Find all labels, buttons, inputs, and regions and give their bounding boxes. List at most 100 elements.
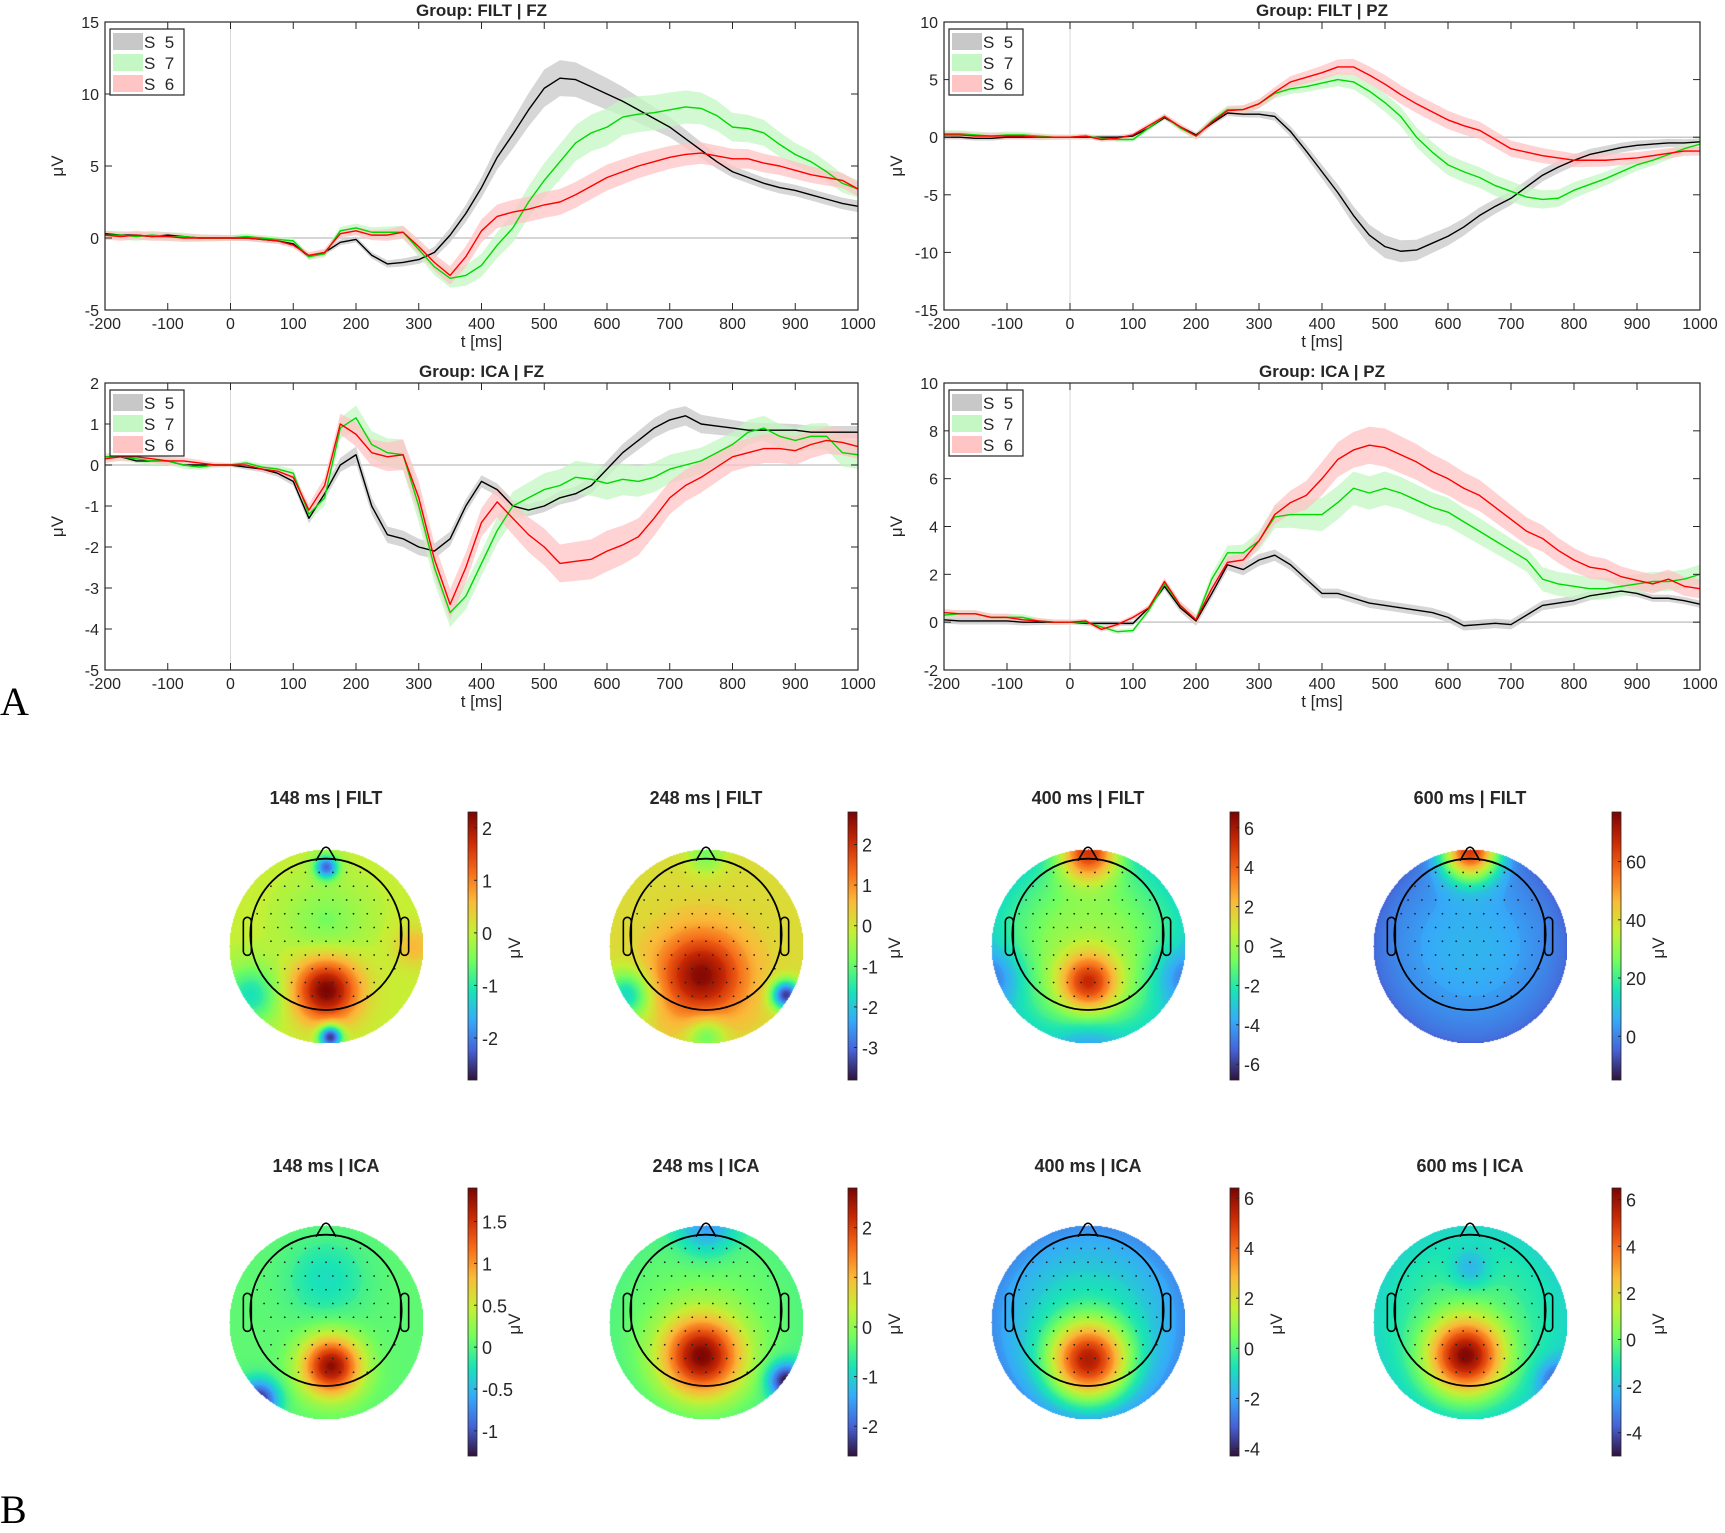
head-outline: [249, 857, 403, 1011]
electrode-dot: [1455, 1288, 1458, 1291]
electrode-dot: [1503, 926, 1506, 929]
y-tick-label: -3: [85, 581, 99, 598]
electrode-dot: [1441, 885, 1444, 888]
electrode-dot: [656, 926, 659, 929]
electrode-dot: [691, 912, 694, 915]
electrode-dot: [283, 1343, 286, 1346]
electrode-dot: [1400, 1288, 1403, 1291]
electrode-dot: [1441, 940, 1444, 943]
electrode-dot: [311, 1261, 314, 1264]
electrode-dot: [1517, 926, 1520, 929]
electrode-dot: [1114, 912, 1117, 915]
electrode-dot: [691, 1343, 694, 1346]
electrode-dot: [311, 1371, 314, 1374]
electrode-dot: [1482, 912, 1485, 915]
electrode-dot: [1503, 1247, 1506, 1250]
electrode-dot: [1100, 940, 1103, 943]
x-tick-label: 100: [280, 676, 307, 693]
electrode-dot: [1045, 967, 1048, 970]
electrode-dot: [1517, 981, 1520, 984]
electrode-dot: [1107, 1357, 1110, 1360]
x-tick-label: 700: [1498, 676, 1525, 693]
electrode-dot: [338, 967, 341, 970]
electrode-dot: [684, 1330, 687, 1332]
electrode-dot: [1517, 1275, 1520, 1277]
colorbar-tick-label: -4: [1626, 1424, 1642, 1444]
electrode-dot: [1073, 940, 1076, 943]
electrode-dot: [1114, 1288, 1117, 1291]
electrode-dot: [711, 981, 714, 984]
electrode-dot: [359, 954, 362, 956]
electrode-dot: [1045, 912, 1048, 915]
electrode-dot: [773, 940, 776, 943]
electrode-dot: [705, 912, 707, 915]
y-tick-label: 5: [929, 73, 938, 90]
electrode-dot: [1080, 1330, 1083, 1332]
electrode-dot: [711, 1302, 714, 1305]
electrode-dot: [1066, 926, 1069, 929]
electrode-dot: [677, 1288, 680, 1291]
electrode-dot: [359, 1247, 362, 1250]
electrode-dot: [1489, 1275, 1492, 1277]
legend-label: S 5: [983, 394, 1013, 413]
x-tick-label: 600: [594, 316, 621, 333]
electrode-dot: [1448, 871, 1451, 874]
electrode-dot: [325, 1261, 327, 1264]
electrode-dot: [1100, 1371, 1103, 1374]
legend-label: S 6: [983, 436, 1013, 455]
electrode-dot: [1066, 1357, 1069, 1360]
electrode-dot: [684, 981, 687, 984]
series-line-2: [944, 66, 1700, 161]
colorbar-tick-label: 2: [1244, 1289, 1254, 1309]
electrode-dot: [1427, 967, 1430, 970]
electrode-dot: [691, 967, 694, 970]
x-tick-label: 200: [343, 316, 370, 333]
electrode-dot: [670, 1330, 673, 1332]
electrode-dot: [1059, 1343, 1062, 1346]
nose-icon: [315, 1222, 337, 1238]
electrode-dot: [691, 1371, 694, 1374]
colorbar-label: μV: [1267, 1313, 1286, 1335]
x-tick-label: 200: [1183, 316, 1210, 333]
x-tick-label: 700: [656, 676, 683, 693]
electrode-dot: [366, 940, 369, 943]
colorbar-label: μV: [1267, 937, 1286, 959]
electrode-dot: [670, 899, 673, 901]
y-tick-label: 1: [90, 417, 99, 434]
electrode-dot: [352, 912, 355, 915]
electrode-dot: [1080, 1247, 1083, 1250]
electrode-dot: [1128, 967, 1131, 970]
x-tick-label: -100: [991, 676, 1023, 693]
electrode-dot: [1038, 926, 1041, 929]
electrode-dot: [760, 967, 762, 970]
electrode-dot: [290, 981, 293, 984]
confidence-band-2: [944, 58, 1700, 168]
colorbar-tick-label: 0: [482, 1338, 492, 1358]
electrode-dot: [1462, 1275, 1465, 1277]
electrode-dot: [1066, 1247, 1069, 1250]
colorbar-tick-label: -1: [482, 976, 498, 996]
ear-icon: [622, 916, 633, 957]
electrode-dot: [1121, 1247, 1124, 1250]
electrode-dot: [1441, 995, 1444, 998]
electrode-dot: [1434, 1330, 1437, 1332]
electrode-dot: [1135, 1275, 1138, 1277]
electrode-dot: [304, 899, 307, 901]
electrode-dot: [345, 871, 348, 874]
electrode-dot: [297, 1343, 300, 1346]
electrode-dot: [643, 899, 645, 901]
electrode-dot: [380, 912, 382, 915]
electrode-dot: [283, 1316, 286, 1319]
electrode-dot: [1489, 1302, 1492, 1305]
legend-label: S 6: [144, 75, 174, 94]
electrode-dot: [1038, 954, 1041, 956]
electrode-dot: [1087, 1343, 1089, 1346]
electrode-dot: [1475, 954, 1478, 956]
electrode-dot: [1427, 1288, 1430, 1291]
x-tick-label: -100: [991, 316, 1023, 333]
electrode-dot: [1441, 967, 1444, 970]
electrode-dot: [352, 1343, 355, 1346]
electrode-dot: [698, 899, 701, 901]
x-axis-label: t [ms]: [1301, 692, 1343, 711]
colorbar-label: μV: [505, 1313, 524, 1335]
